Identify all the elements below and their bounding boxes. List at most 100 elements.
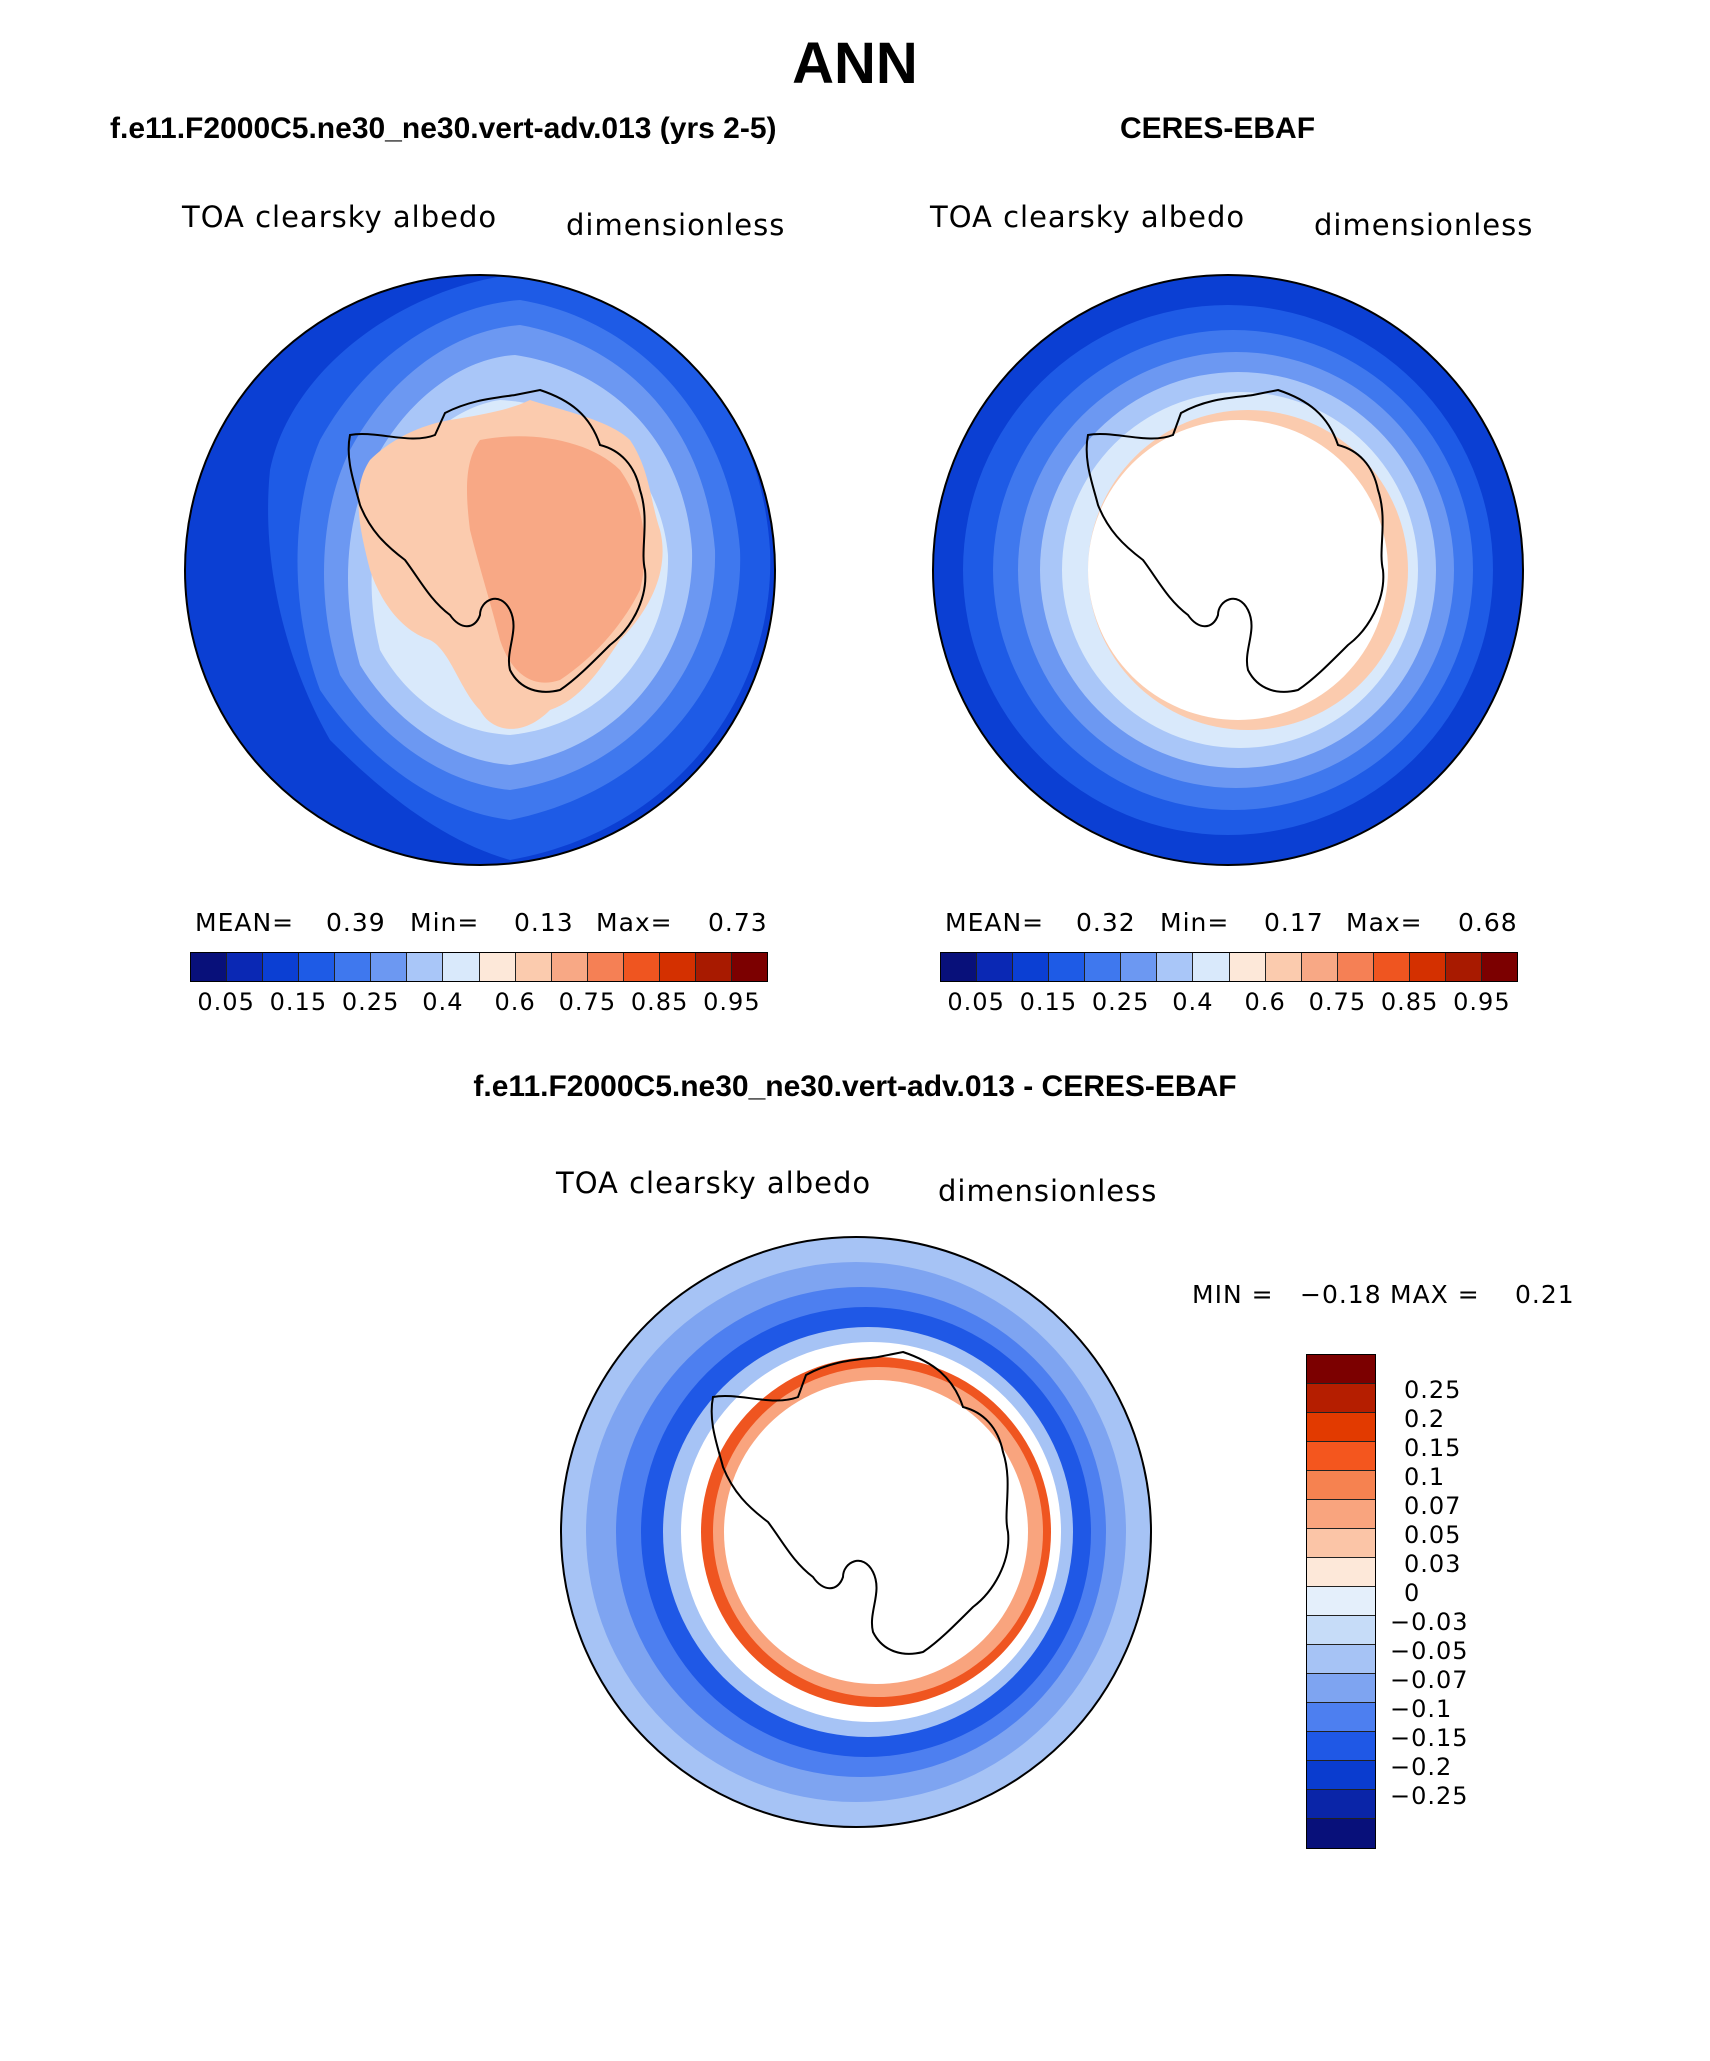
colorbar-tick-label: 0.2 [1404, 1405, 1446, 1434]
colorbar-swatch [443, 953, 480, 981]
colorbar-tick-label: 0.1 [1404, 1463, 1446, 1492]
colorbar-swatch [335, 953, 372, 981]
right-units-label: dimensionless [1314, 208, 1534, 242]
colorbar-swatch [1307, 1500, 1375, 1529]
colorbar-swatch [1085, 953, 1122, 981]
colorbar-swatch [1049, 953, 1086, 981]
colorbar-tick-label: 0.15 [1019, 988, 1078, 1016]
colorbar-swatch [1307, 1703, 1375, 1732]
colorbar-tick-label: −0.25 [1390, 1782, 1469, 1811]
left-units-label: dimensionless [566, 208, 786, 242]
colorbar-swatch [1307, 1413, 1375, 1442]
colorbar-swatch [1307, 1645, 1375, 1674]
difference-panel-title: f.e11.F2000C5.ne30_ne30.vert-adv.013 - C… [473, 1070, 1237, 1103]
colorbar-tick-label: 0.05 [197, 988, 255, 1016]
colorbar-swatch [1157, 953, 1194, 981]
colorbar-swatch [1307, 1384, 1375, 1413]
colorbar-tick-label: 0.25 [1404, 1376, 1462, 1405]
diff-units-label: dimensionless [938, 1174, 1158, 1208]
left-colorbar: 0.05 0.15 0.25 0.4 0.6 0.75 0.85 0.95 [190, 952, 768, 1018]
colorbar-swatch [479, 953, 516, 981]
diff-max-value: 0.21 [1515, 1280, 1575, 1309]
colorbar-swatch [1301, 953, 1338, 981]
left-polar-map [184, 274, 776, 866]
colorbar-swatch [1307, 1558, 1375, 1587]
colorbar-swatch [1307, 1616, 1375, 1645]
colorbar-swatch [551, 953, 588, 981]
colorbar-tick-label: 0.75 [1308, 988, 1367, 1016]
right-mean-label: MEAN= [945, 908, 1045, 937]
colorbar-swatch [1481, 953, 1517, 981]
colorbar-swatch [407, 953, 444, 981]
right-colorbar-swatches [940, 952, 1518, 982]
colorbar-tick-label: 0.05 [947, 988, 1005, 1016]
left-max-value: 0.73 [708, 908, 768, 937]
colorbar-swatch [1307, 1442, 1375, 1471]
colorbar-swatch [1307, 1819, 1375, 1848]
right-colorbar: 0.05 0.15 0.25 0.4 0.6 0.75 0.85 0.95 [940, 952, 1518, 1018]
colorbar-tick-label: 0.03 [1404, 1550, 1462, 1579]
right-polar-map [932, 274, 1524, 866]
diff-colorbar [1306, 1354, 1376, 1849]
diff-min-label: MIN = [1192, 1280, 1274, 1309]
colorbar-tick-label: −0.07 [1390, 1666, 1469, 1695]
colorbar-swatch [1307, 1761, 1375, 1790]
colorbar-tick-label: 0.4 [1172, 988, 1214, 1016]
colorbar-swatch [1121, 953, 1158, 981]
colorbar-swatch [1409, 953, 1446, 981]
colorbar-swatch [1265, 953, 1302, 981]
colorbar-tick-label: −0.03 [1390, 1608, 1469, 1637]
colorbar-swatch [515, 953, 552, 981]
colorbar-tick-label: −0.1 [1390, 1695, 1453, 1724]
colorbar-swatch [371, 953, 408, 981]
left-min-value: 0.13 [514, 908, 574, 937]
colorbar-swatch [191, 953, 228, 981]
colorbar-swatch [659, 953, 696, 981]
colorbar-tick-label: 0.6 [1244, 988, 1286, 1016]
diff-min-value: −0.18 [1300, 1280, 1382, 1309]
colorbar-tick-label: 0.4 [422, 988, 464, 1016]
colorbar-swatch [1373, 953, 1410, 981]
right-min-value: 0.17 [1264, 908, 1324, 937]
colorbar-tick-label: −0.05 [1390, 1637, 1469, 1666]
right-max-label: Max= [1346, 908, 1423, 937]
colorbar-tick-label: 0.25 [341, 988, 400, 1016]
colorbar-swatch [1307, 1674, 1375, 1703]
difference-polar-map [560, 1236, 1152, 1828]
colorbar-swatch [1307, 1790, 1375, 1819]
colorbar-tick-label: 0.15 [1404, 1434, 1462, 1463]
colorbar-tick-label: 0.6 [494, 988, 536, 1016]
colorbar-swatch [227, 953, 264, 981]
colorbar-tick-label: −0.2 [1390, 1753, 1453, 1782]
left-panel-title: f.e11.F2000C5.ne30_ne30.vert-adv.013 (yr… [110, 112, 777, 145]
diff-variable-label: TOA clearsky albedo [556, 1166, 872, 1200]
colorbar-tick-label: 0.95 [1453, 988, 1511, 1016]
colorbar-swatch [299, 953, 336, 981]
colorbar-swatch [1307, 1355, 1375, 1384]
colorbar-tick-label: −0.15 [1390, 1724, 1469, 1753]
right-min-label: Min= [1160, 908, 1230, 937]
left-variable-label: TOA clearsky albedo [182, 200, 498, 234]
colorbar-swatch [587, 953, 624, 981]
diff-colorbar-ticks: 0.25 0.2 0.15 0.1 0.07 0.05 0.03 0 −0.03 −0.05 −0.… [1390, 1354, 1510, 1850]
colorbar-swatch [1229, 953, 1266, 981]
left-mean-value: 0.39 [326, 908, 386, 937]
right-max-value: 0.68 [1458, 908, 1518, 937]
colorbar-swatch [731, 953, 767, 981]
left-max-label: Max= [596, 908, 673, 937]
colorbar-swatch [977, 953, 1014, 981]
colorbar-swatch [1445, 953, 1482, 981]
left-mean-label: MEAN= [195, 908, 295, 937]
colorbar-tick-label: 0.85 [630, 988, 689, 1016]
colorbar-swatch [623, 953, 660, 981]
colorbar-tick-label: 0.05 [1404, 1521, 1462, 1550]
right-panel-title: CERES-EBAF [1120, 112, 1316, 145]
colorbar-tick-label: 0.07 [1404, 1492, 1462, 1521]
colorbar-swatch [1307, 1732, 1375, 1761]
right-variable-label: TOA clearsky albedo [930, 200, 1246, 234]
colorbar-swatch [1307, 1587, 1375, 1616]
colorbar-swatch [941, 953, 978, 981]
right-colorbar-ticks: 0.05 0.15 0.25 0.4 0.6 0.75 0.85 0.95 [940, 988, 1518, 1018]
main-title: ANN [792, 31, 918, 96]
colorbar-tick-label: 0.25 [1091, 988, 1150, 1016]
